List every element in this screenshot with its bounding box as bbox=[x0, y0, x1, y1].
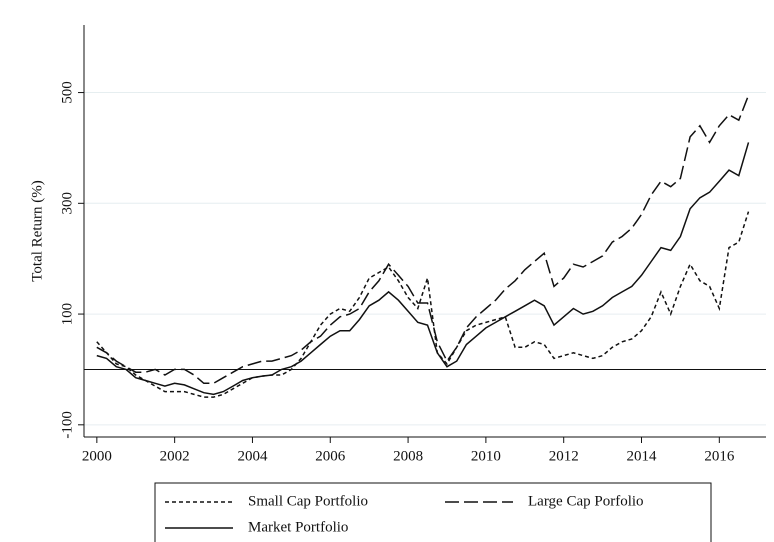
y-tick-label: 300 bbox=[59, 192, 75, 215]
x-tick-label: 2010 bbox=[471, 448, 501, 464]
legend-box bbox=[154, 482, 712, 542]
series-line bbox=[96, 142, 750, 396]
y-tick-label: -100 bbox=[59, 411, 75, 439]
legend-label: Large Cap Porfolio bbox=[528, 493, 644, 509]
y-tick-label: 100 bbox=[59, 303, 75, 326]
x-tick-label: 2016 bbox=[704, 448, 735, 464]
x-tick-label: 2004 bbox=[237, 448, 268, 464]
x-tick-label: 2002 bbox=[160, 448, 190, 464]
series-line bbox=[96, 95, 750, 385]
x-tick-label: 2006 bbox=[315, 448, 346, 464]
x-tick-label: 2012 bbox=[549, 448, 579, 464]
legend-label: Small Cap Portfolio bbox=[248, 493, 368, 509]
x-tick-label: 2008 bbox=[393, 448, 423, 464]
y-tick-label: 500 bbox=[59, 81, 75, 104]
series-line bbox=[96, 211, 750, 398]
x-tick-label: 2000 bbox=[82, 448, 112, 464]
x-tick-label: 2014 bbox=[627, 448, 658, 464]
y-axis-label: Total Return (%) bbox=[29, 180, 45, 281]
legend-label: Market Portfolio bbox=[248, 519, 348, 535]
